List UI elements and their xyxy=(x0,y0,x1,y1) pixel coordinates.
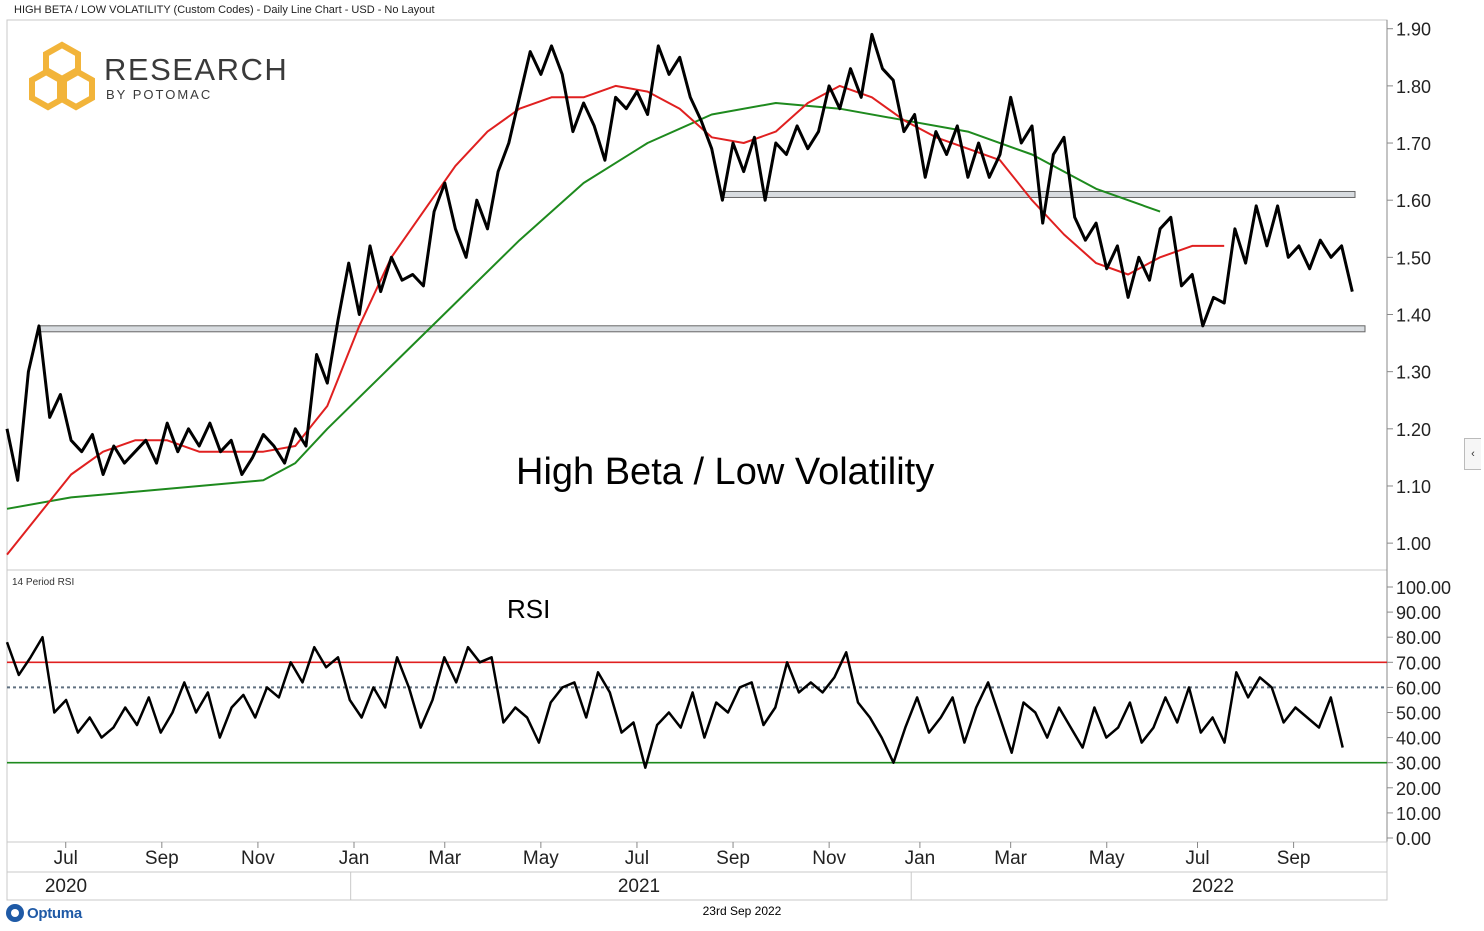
rsi-y-tick-label: 60.00 xyxy=(1396,678,1441,698)
month-label: Jul xyxy=(54,848,78,869)
month-label: Nov xyxy=(812,848,846,869)
rsi-y-tick-label: 100.00 xyxy=(1396,578,1451,598)
month-label: May xyxy=(1089,848,1125,869)
price-y-axis: 1.00 1.10 1.20 1.30 1.40 1.50 1.60 1.70 1.80 1.90 xyxy=(1387,20,1431,554)
price-line xyxy=(5,32,1354,482)
x-axis-labels: Jul Sep Nov Jan Mar May Jul Sep Nov Jan Mar May Jul S… xyxy=(45,842,1311,900)
price-y-tick-label: 1.20 xyxy=(1396,420,1431,440)
month-label: Nov xyxy=(241,848,275,869)
logo-hexagon-icon xyxy=(29,41,95,111)
rsi-chart-title: RSI xyxy=(507,594,550,624)
collapse-panel-button[interactable]: ‹ xyxy=(1464,438,1481,470)
support-resistance-bands xyxy=(38,190,1366,333)
research-logo: RESEARCH BY POTOMAC xyxy=(29,41,288,111)
optuma-brand-text: Optuma xyxy=(27,904,82,922)
rsi-levels xyxy=(7,661,1387,764)
optuma-brand: Optuma xyxy=(6,904,82,922)
optuma-logo-icon xyxy=(6,904,24,922)
price-y-tick-label: 1.00 xyxy=(1396,534,1431,554)
rsi-y-tick-label: 0.00 xyxy=(1396,829,1431,849)
month-label: Jan xyxy=(339,848,370,869)
rsi-y-tick-label: 30.00 xyxy=(1396,754,1441,774)
rsi-y-tick-label: 70.00 xyxy=(1396,653,1441,673)
sr-band-1.375 xyxy=(38,325,1366,333)
price-y-tick-label: 1.10 xyxy=(1396,477,1431,497)
month-label: May xyxy=(523,848,559,869)
price-y-tick-label: 1.70 xyxy=(1396,134,1431,154)
price-chart-title: High Beta / Low Volatility xyxy=(516,451,934,493)
month-label: Mar xyxy=(428,848,461,869)
price-y-tick-label: 1.50 xyxy=(1396,248,1431,268)
year-label: 2021 xyxy=(618,876,660,897)
rsi-y-tick-label: 40.00 xyxy=(1396,729,1441,749)
ma-short-line xyxy=(6,84,1225,556)
year-label: 2022 xyxy=(1192,876,1234,897)
logo-line2: BY POTOMAC xyxy=(106,87,212,102)
footer-date: 23rd Sep 2022 xyxy=(702,904,782,918)
month-label: Jul xyxy=(625,848,649,869)
rsi-y-tick-label: 80.00 xyxy=(1396,628,1441,648)
chart-header-title: HIGH BETA / LOW VOLATILITY (Custom Codes… xyxy=(14,4,435,16)
month-label: Sep xyxy=(716,848,750,869)
month-label: Jul xyxy=(1185,848,1209,869)
rsi-line xyxy=(5,635,1344,769)
price-y-tick-label: 1.60 xyxy=(1396,191,1431,211)
month-label: Sep xyxy=(1277,848,1311,869)
month-label: Mar xyxy=(994,848,1027,869)
rsi-y-tick-label: 20.00 xyxy=(1396,779,1441,799)
rsi-y-axis: 0.00 10.00 20.00 30.00 40.00 50.00 60.00 70.00 8… xyxy=(1387,578,1451,849)
price-y-tick-label: 1.80 xyxy=(1396,77,1431,97)
logo-line1: RESEARCH xyxy=(104,52,288,87)
price-y-tick-label: 1.30 xyxy=(1396,363,1431,383)
rsi-y-tick-label: 10.00 xyxy=(1396,804,1441,824)
price-y-tick-label: 1.90 xyxy=(1396,20,1431,40)
price-y-tick-label: 1.40 xyxy=(1396,306,1431,326)
year-label: 2020 xyxy=(45,876,87,897)
month-label: Sep xyxy=(145,848,179,869)
price-series xyxy=(5,32,1354,556)
rsi-series xyxy=(5,635,1344,769)
x-axis-frame xyxy=(6,841,1388,901)
rsi-y-tick-label: 50.00 xyxy=(1396,704,1441,724)
rsi-panel-label: 14 Period RSI xyxy=(12,577,74,588)
month-label: Jan xyxy=(905,848,936,869)
rsi-y-tick-label: 90.00 xyxy=(1396,603,1441,623)
